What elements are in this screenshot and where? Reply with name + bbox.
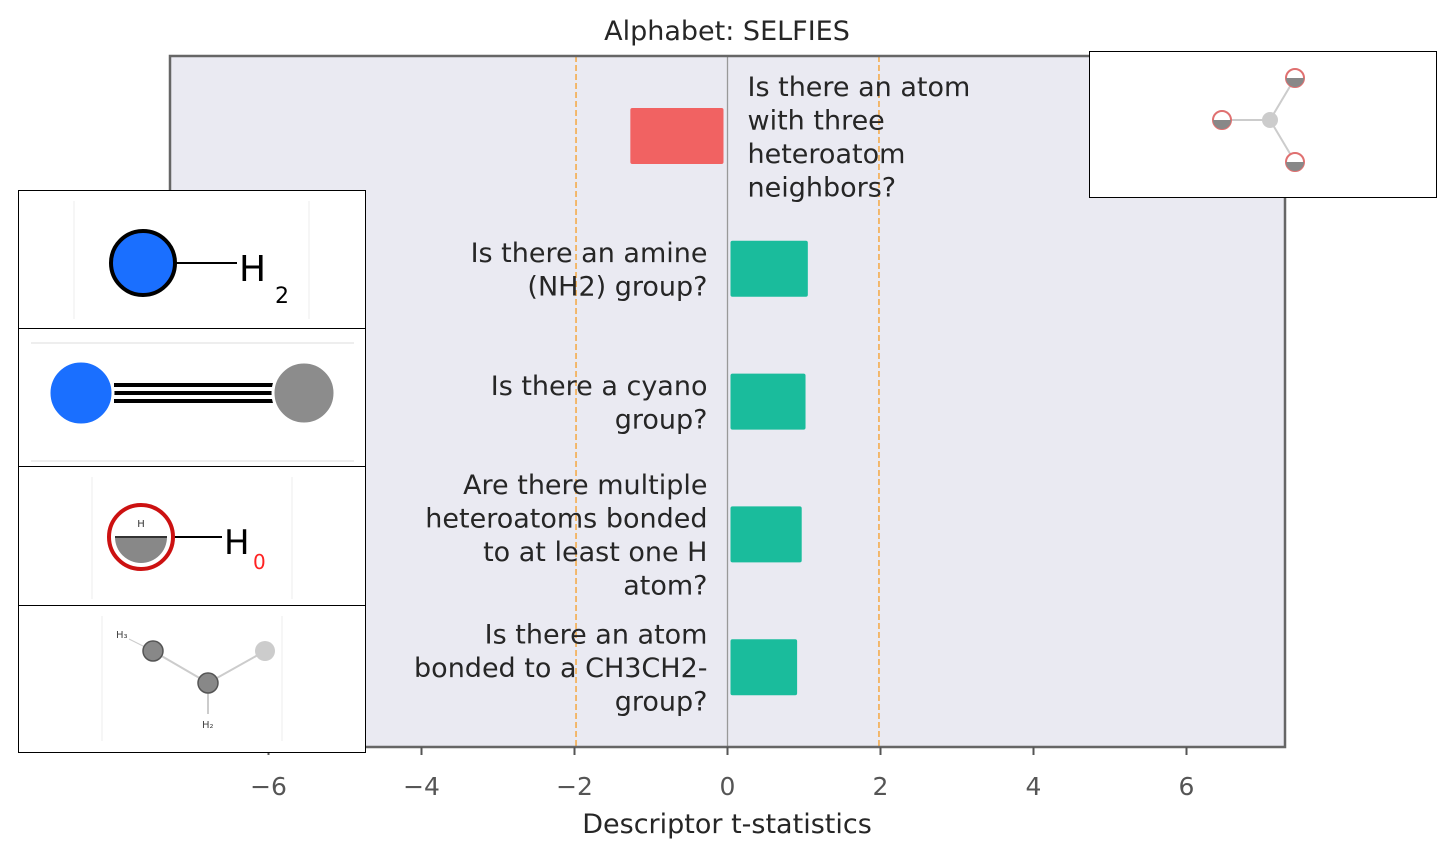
multiple-heteroatoms-molecule-icon: H H 0 (91, 477, 293, 599)
bar-label: to at least one H (483, 537, 707, 568)
molecule-inset-amine: H 2 (18, 190, 366, 329)
bar-label: neighbors? (748, 172, 897, 203)
bar-label: Are there multiple (463, 470, 707, 501)
hetero-subscript-label: 0 (253, 550, 266, 574)
amine-subscript-label: 2 (275, 284, 289, 309)
amine-molecule-icon: H 2 (73, 201, 310, 319)
amine-h-label: H (239, 249, 266, 290)
x-tick-label: −6 (250, 772, 287, 801)
hetero-inner-h-label: H (137, 519, 145, 530)
bar (730, 373, 806, 430)
bar-label: atom? (623, 571, 707, 602)
x-tick-label: −4 (403, 772, 440, 801)
bar (730, 639, 798, 696)
bar-label: heteroatoms bonded (425, 504, 707, 535)
x-tick-label: 0 (720, 772, 736, 801)
ethyl-h3-label: H₃ (116, 630, 128, 641)
molecule-inset-ethyl: H₃ H₂ (18, 605, 366, 753)
bar-label: with three (748, 105, 885, 136)
bar-label: (NH2) group? (527, 272, 707, 303)
bar-label: group? (615, 404, 708, 435)
bar-label: Is there an atom (748, 72, 971, 103)
x-tick-label: 4 (1026, 772, 1042, 801)
bar-label: Is there an atom (485, 620, 708, 651)
x-axis-label: Descriptor t-statistics (582, 809, 872, 840)
ethyl-molecule-icon: H₃ H₂ (101, 616, 283, 741)
bar (730, 240, 808, 297)
molecule-inset-multiple-heteroatoms: H H 0 (18, 466, 366, 606)
molecule-inset-cyano (18, 328, 366, 467)
ethyl-h2-label: H₂ (202, 720, 214, 731)
bar-label: group? (615, 687, 708, 718)
x-tick-label: −2 (556, 772, 593, 801)
x-tick-label: 2 (873, 772, 889, 801)
bar-label: Is there a cyano (491, 371, 708, 402)
bar-label: bonded to a CH3CH2- (414, 653, 707, 684)
bar-label: Is there an amine (471, 238, 708, 269)
x-tick-label: 6 (1179, 772, 1195, 801)
bar (630, 108, 724, 164)
bar-label: heteroatom (748, 139, 906, 170)
cyano-molecule-icon (31, 342, 354, 462)
hetero-h-label: H (224, 523, 250, 563)
chart-title: Alphabet: SELFIES (604, 16, 850, 47)
molecule-inset-three-heteroatom (1089, 51, 1437, 198)
three-heteroatom-molecule-icon (1212, 68, 1305, 172)
bar (730, 506, 802, 563)
